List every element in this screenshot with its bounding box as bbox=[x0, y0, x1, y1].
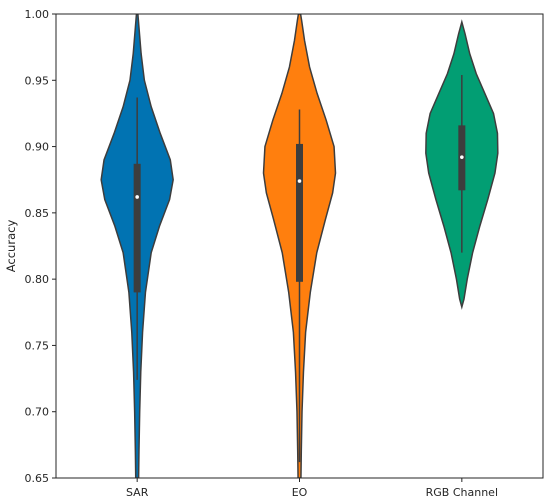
y-tick-label: 0.75 bbox=[25, 339, 50, 352]
median-rgb-channel bbox=[460, 155, 464, 159]
median-eo bbox=[297, 179, 302, 183]
y-tick-label: 0.70 bbox=[25, 406, 50, 419]
y-axis: 0.65 0.70 0.75 0.80 0.85 0.90 0.95 1.00 bbox=[25, 8, 56, 485]
median-sar bbox=[135, 195, 139, 199]
y-tick-label: 0.80 bbox=[25, 273, 50, 286]
y-tick-label: 0.95 bbox=[25, 74, 50, 87]
x-tick-label: SAR bbox=[126, 486, 149, 499]
violins-layer bbox=[100, 14, 499, 478]
y-axis-label: Accuracy bbox=[4, 220, 18, 273]
y-tick-label: 1.00 bbox=[25, 8, 50, 21]
x-tick-label: EO bbox=[292, 486, 308, 499]
y-tick-label: 0.90 bbox=[25, 141, 50, 154]
x-axis: SAR EO RGB Channel bbox=[126, 478, 498, 499]
iqr-box-sar bbox=[133, 163, 141, 293]
x-tick-label: RGB Channel bbox=[426, 486, 498, 499]
iqr-box-eo bbox=[296, 143, 303, 282]
y-tick-label: 0.65 bbox=[25, 472, 50, 485]
plot-frame bbox=[55, 13, 544, 479]
y-tick-label: 0.85 bbox=[25, 207, 50, 220]
